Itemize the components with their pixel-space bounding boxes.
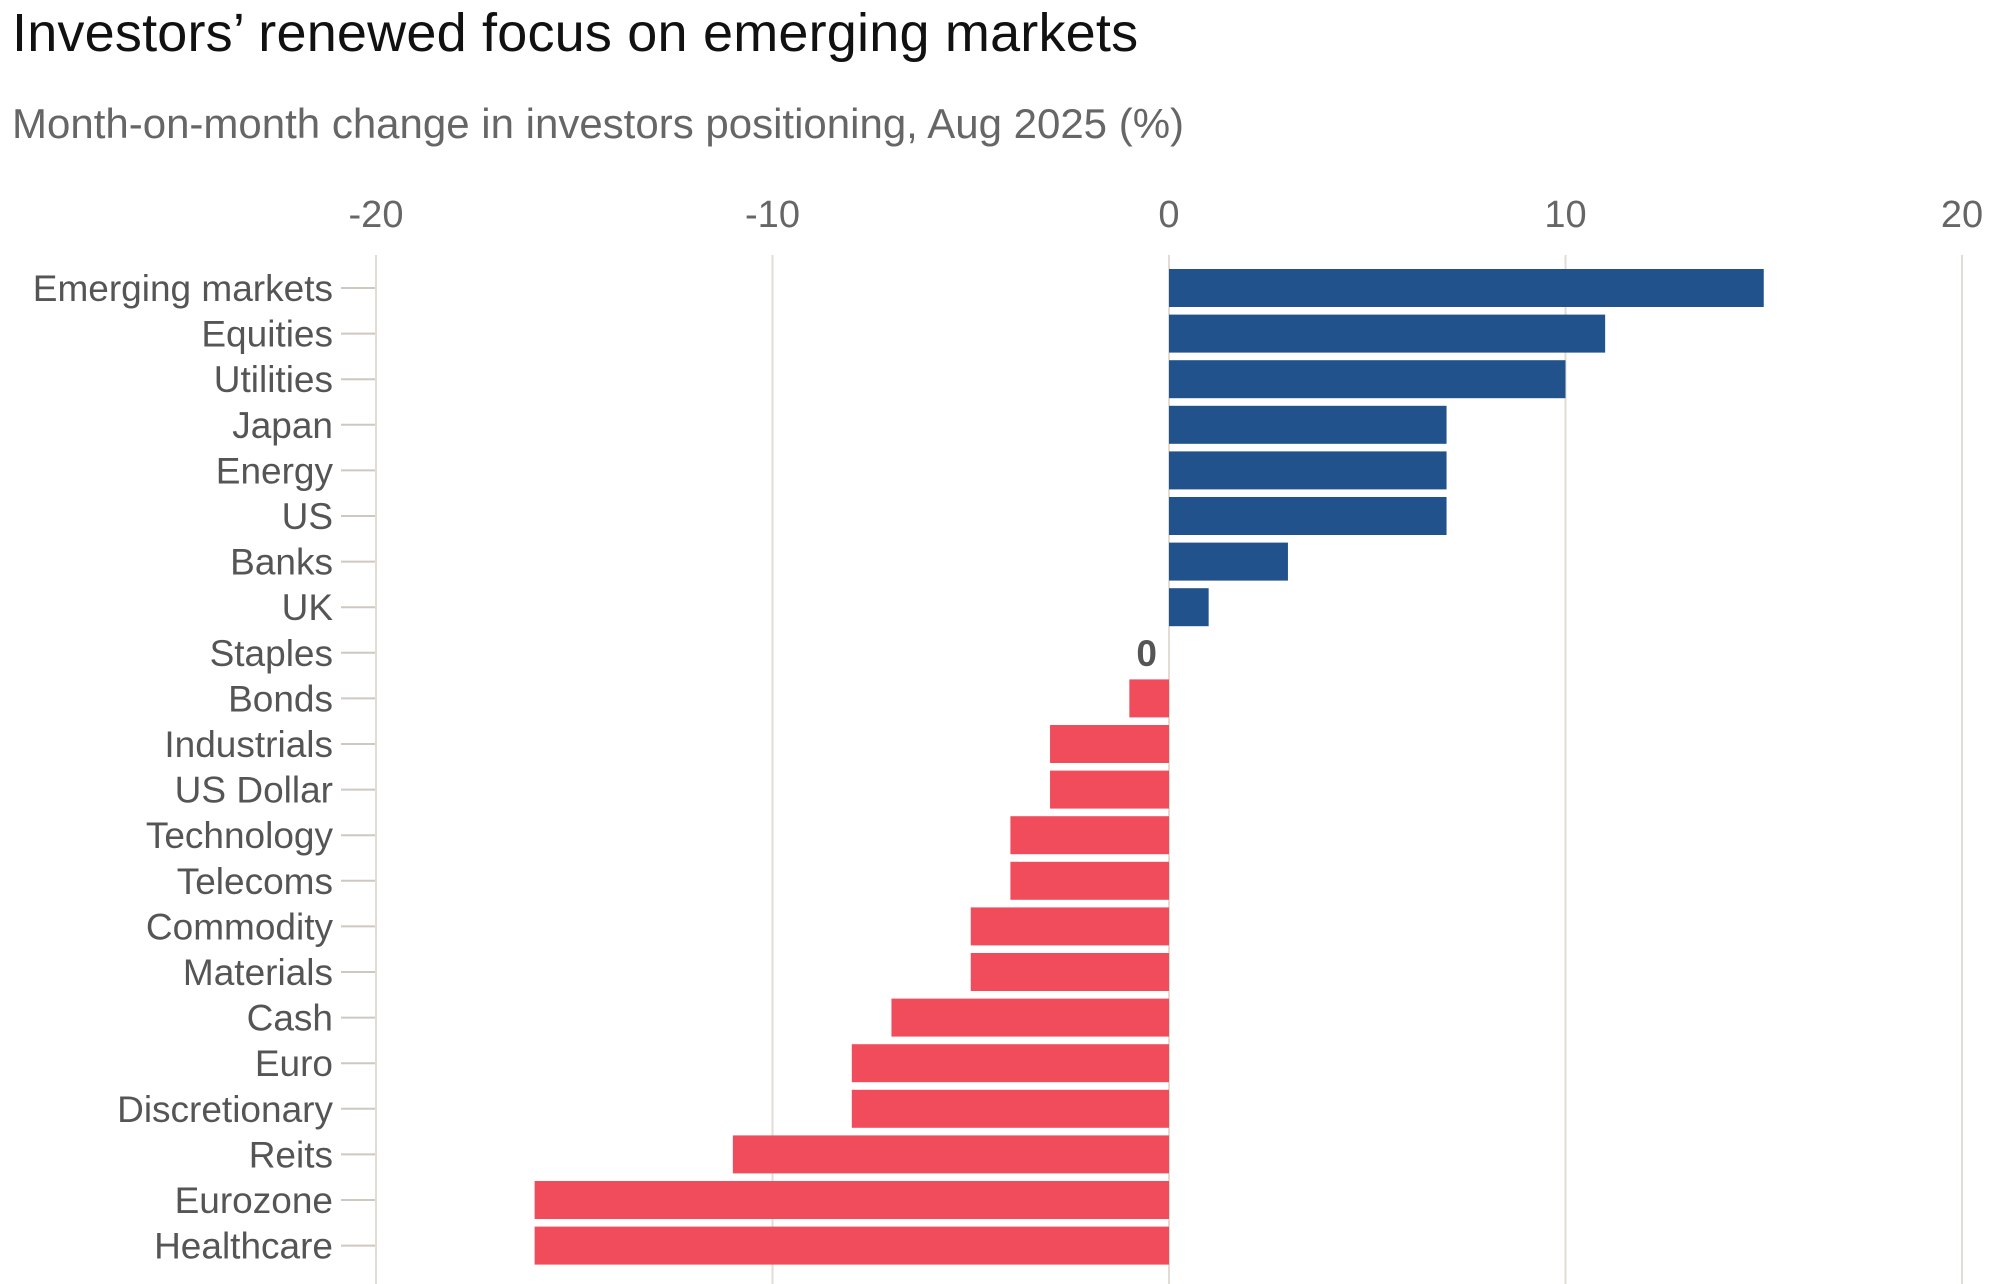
bar-eurozone [534,1181,1169,1219]
annotations: 0 [1136,633,1157,674]
category-label: Commodity [146,906,334,947]
category-label: US [282,496,333,537]
x-axis-ticks: -20 -10 0 10 20 [349,194,1984,236]
category-label: Staples [210,633,333,674]
category-label: Technology [146,815,334,856]
category-label: Bonds [228,678,333,719]
bar-emerging-markets [1169,269,1764,307]
x-tick-label: 20 [1941,194,1983,236]
bar-materials [970,953,1169,991]
bar-industrials [1050,725,1169,763]
bar-japan [1169,405,1447,444]
bar-euro [851,1044,1169,1083]
category-label: Emerging markets [33,268,333,309]
x-tick-label: -20 [349,194,404,236]
bar-discretionary [851,1089,1169,1128]
bar-equities [1169,314,1606,353]
bars [534,269,1764,1265]
bar-commodity [970,907,1169,946]
category-label: Japan [232,405,333,446]
category-label: Reits [249,1134,333,1175]
category-label: Materials [183,952,333,993]
category-label: Equities [201,314,333,355]
chart-subtitle: Month-on-month change in investors posit… [12,100,1185,147]
category-label: UK [282,587,334,628]
category-label: Banks [230,542,333,583]
category-label: Utilities [214,359,333,400]
bar-telecoms [1010,861,1169,900]
bar-us [1169,497,1447,535]
bar-utilities [1169,360,1566,399]
category-label: US Dollar [175,770,333,811]
x-tick-label: 10 [1544,194,1586,236]
data-label: 0 [1136,633,1157,674]
bar-reits [732,1135,1169,1174]
bar-us-dollar [1050,770,1169,809]
x-tick-label: -10 [745,194,800,236]
bar-technology [1010,816,1169,855]
x-tick-label: 0 [1158,194,1179,236]
bar-cash [891,998,1169,1037]
category-label: Energy [216,450,334,491]
bar-energy [1169,451,1447,490]
category-label: Healthcare [154,1226,333,1267]
bar-healthcare [534,1226,1169,1265]
category-label: Euro [255,1043,333,1084]
category-label: Discretionary [117,1089,333,1130]
bar-bonds [1129,679,1169,718]
category-label: Telecoms [177,861,333,902]
category-label: Eurozone [175,1180,333,1221]
chart-title: Investors’ renewed focus on emerging mar… [12,3,1139,63]
bar-uk [1169,588,1209,627]
bar-banks [1169,542,1288,581]
category-label: Industrials [164,724,333,765]
category-label: Cash [247,998,333,1039]
